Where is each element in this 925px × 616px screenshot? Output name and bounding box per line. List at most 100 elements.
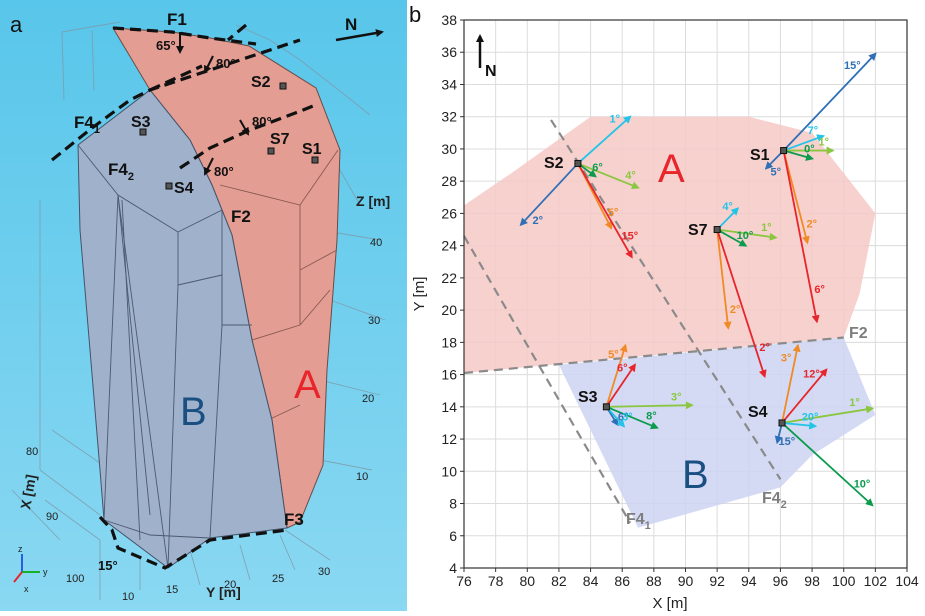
x-tick-label: 102 [864,573,888,589]
vector-s1 [782,150,810,245]
x-tick-label: 96 [773,573,789,589]
zones [464,116,876,528]
vector-label-s7: 2° [759,342,770,354]
vector-s7 [716,228,748,247]
y-tick-label: 32 [441,109,457,125]
triad-y: y [43,567,48,577]
dip-label-2: 80° [252,114,272,129]
zone-label-a: A [658,147,685,191]
dip-label-f3: 15° [98,558,118,573]
vector-s3 [606,401,694,410]
fault-label-f4-1: F41 [74,113,100,136]
axis-label-z: Z [m] [356,193,390,209]
station-point-s1 [780,147,788,155]
fault-f4-2-trace [179,102,319,170]
y-tick: 25 [272,573,284,585]
vector-label-s1: 0° [804,144,815,156]
vector-label-s1: 6° [814,284,825,296]
x-tick-label: 104 [895,573,919,589]
vector-s2 [577,115,632,165]
vector-s4 [781,343,801,424]
axis-label-x-a: X [m] [17,473,39,510]
x-tick: 90 [46,511,58,523]
panel-a: a [0,0,407,611]
station-label-s1: S1 [302,141,322,158]
station-point-s2 [574,159,582,167]
north-label-a: N [345,15,357,34]
axis-label-y-a: Y [m] [206,584,241,600]
vector-label-s1: 1° [819,137,830,149]
y-tick-label: 28 [441,173,457,189]
vector-label-s4: 20° [802,412,819,424]
y-tick-label: 4 [449,560,457,576]
fault-f4-1-extension [149,64,203,92]
y-tick: 20 [224,579,236,591]
fault-f2-line [463,336,844,375]
y-tick-label: 8 [449,496,457,512]
vector-label-s1: 15° [844,60,861,72]
marker-s4 [165,182,173,190]
station-label-s7: S7 [270,131,290,148]
station-label-s4: S4 [174,180,194,197]
x-tick-label: 78 [488,573,504,589]
x-tick-label: 86 [614,573,630,589]
vector-s7 [716,229,767,379]
vector-label-s2: 1° [609,113,620,125]
station-label-s3-b: S3 [578,389,598,406]
station-point-s4 [778,419,786,427]
station-label-s3: S3 [131,114,151,131]
vector-s4 [781,422,874,507]
station-point-s3 [602,403,610,411]
y-tick-label: 20 [441,302,457,318]
y-tick-label: 26 [441,205,457,221]
panel-b-label: b [409,2,421,27]
z-tick: 30 [368,315,380,327]
block-b-edges [77,144,252,569]
x-tick-label: 80 [519,573,535,589]
vector-s1 [783,134,826,152]
vector-label-s3: 3° [671,392,682,404]
station-label-s2-b: S2 [544,155,564,172]
z-tick: 10 [356,471,368,483]
block-label-a: A [294,363,321,407]
fault-label-f2-b: F2 [849,325,868,342]
fault-f1-end [226,23,248,42]
fault-label-f3: F3 [284,510,304,529]
vector-label-s1: 7° [808,125,819,137]
y-tick-label: 12 [441,431,457,447]
fault-f1-trace [112,26,257,46]
y-tick-label: 30 [441,141,457,157]
vector-label-s2: 2° [533,215,544,227]
vector-label-s7: 1° [761,222,772,234]
x-tick-label: 94 [741,573,757,589]
z-tick: 40 [370,237,382,249]
x-tick: 80 [26,446,38,458]
fault-f3-trace [98,515,288,570]
fault-label-f4-2-b: F42 [762,490,787,511]
vector-label-s3: 8° [646,411,657,423]
x-tick-label: 88 [646,573,662,589]
marker-s3 [139,128,147,136]
vector-s1 [782,150,820,324]
fault-f4-1-line [463,235,632,524]
fault-label-f2: F2 [231,207,251,226]
y-tick: 10 [122,591,134,603]
vector-s4 [781,405,875,424]
vector-s1 [783,149,814,161]
y-tick: 15 [166,584,178,596]
fault-f4-2-line [550,119,782,480]
fault-label-f4-2: F42 [108,160,134,183]
north-label-b: N [485,63,497,80]
y-tick-label: 36 [441,44,457,60]
station-label-s2: S2 [251,74,271,91]
vector-label-s4: 15° [779,436,796,448]
panel-a-axis-ticks: Z [m] 40 30 20 10 80 90 100 10 15 20 25 … [17,193,390,603]
x-tick-label: 90 [678,573,694,589]
z-tick: 20 [362,393,374,405]
zone-label-b: B [682,453,709,497]
panel-a-station-markers [139,82,319,190]
station-label-s1-b: S1 [750,147,770,164]
vector-label-s2: 15° [622,231,639,243]
y-tick-label: 18 [441,334,457,350]
